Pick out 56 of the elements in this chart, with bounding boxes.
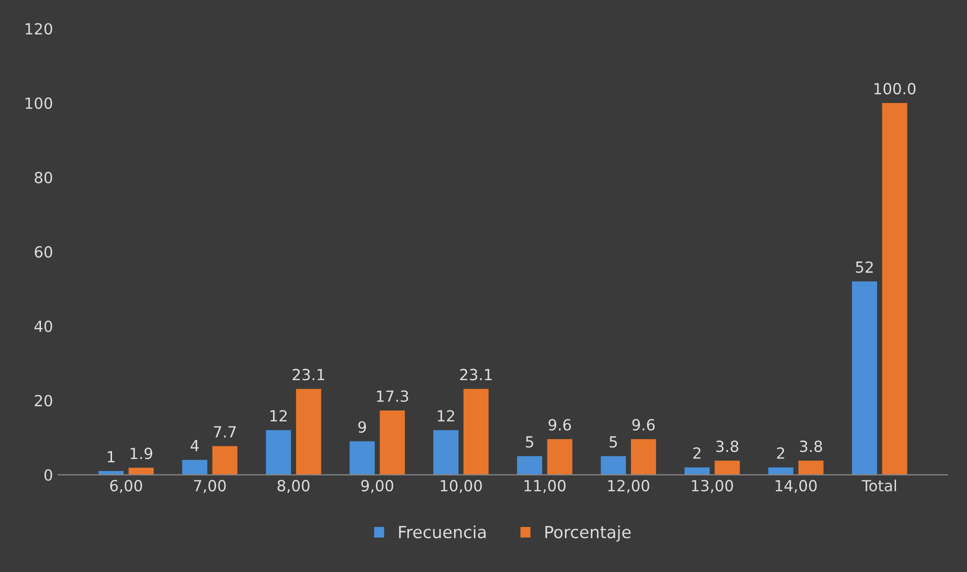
x-tick-label: 12,00 bbox=[608, 480, 650, 494]
data-label: 17.3 bbox=[376, 390, 408, 402]
data-label: 12 bbox=[438, 410, 454, 422]
x-tick-label: 8,00 bbox=[278, 480, 310, 494]
bar bbox=[212, 446, 238, 475]
legend-label: Porcentaje bbox=[545, 525, 631, 542]
x-tick-label: Total bbox=[862, 480, 896, 492]
data-label: 23.1 bbox=[460, 368, 492, 380]
bar bbox=[433, 430, 458, 475]
bar bbox=[798, 460, 824, 475]
data-label: 1 bbox=[108, 451, 114, 462]
data-label: 100.0 bbox=[874, 82, 916, 94]
data-label: 5 bbox=[610, 436, 617, 448]
y-tick-label: 80 bbox=[34, 172, 52, 184]
bar bbox=[128, 468, 154, 475]
bar bbox=[266, 430, 292, 475]
legend-label: Frecuencia bbox=[399, 525, 486, 538]
data-label: 9.6 bbox=[632, 418, 655, 431]
data-label: 5 bbox=[526, 436, 534, 448]
y-tick-label: 0 bbox=[44, 469, 52, 481]
bar bbox=[630, 439, 656, 475]
x-tick-label: 11,00 bbox=[524, 480, 566, 494]
data-label: 2 bbox=[777, 447, 784, 459]
x-tick-label: 6,00 bbox=[110, 480, 142, 494]
bar bbox=[350, 441, 375, 475]
y-tick-label: 60 bbox=[34, 246, 52, 258]
data-label: 9 bbox=[358, 421, 366, 433]
x-tick-label: 14,00 bbox=[776, 480, 817, 494]
bar bbox=[882, 102, 908, 475]
data-label: 52 bbox=[856, 261, 873, 273]
data-label: 7.7 bbox=[214, 426, 236, 438]
bar bbox=[463, 388, 489, 475]
x-tick-label: 7,00 bbox=[194, 480, 226, 494]
bar bbox=[852, 281, 878, 475]
bar bbox=[380, 410, 405, 475]
bar bbox=[517, 456, 542, 475]
data-label: 2 bbox=[693, 447, 700, 459]
x-tick-label: 10,00 bbox=[440, 480, 482, 494]
data-label: 3.8 bbox=[800, 440, 822, 452]
data-label: 9.6 bbox=[548, 418, 571, 431]
y-tick-label: 40 bbox=[34, 320, 52, 332]
data-label: 23.1 bbox=[292, 368, 324, 380]
y-tick-label: 20 bbox=[34, 394, 52, 406]
bar bbox=[600, 456, 626, 475]
x-tick-label: 9,00 bbox=[361, 480, 394, 494]
data-label: 4 bbox=[190, 440, 199, 452]
bar bbox=[182, 460, 208, 475]
y-tick-label: 100 bbox=[26, 97, 52, 109]
data-label: 12 bbox=[270, 410, 287, 422]
x-tick-label: 13,00 bbox=[692, 480, 733, 494]
bar bbox=[714, 460, 740, 475]
y-tick-label: 120 bbox=[26, 23, 52, 35]
data-label: 3.8 bbox=[716, 440, 738, 452]
bar bbox=[296, 388, 322, 475]
data-label: 1.9 bbox=[130, 448, 152, 460]
bar bbox=[547, 439, 572, 475]
